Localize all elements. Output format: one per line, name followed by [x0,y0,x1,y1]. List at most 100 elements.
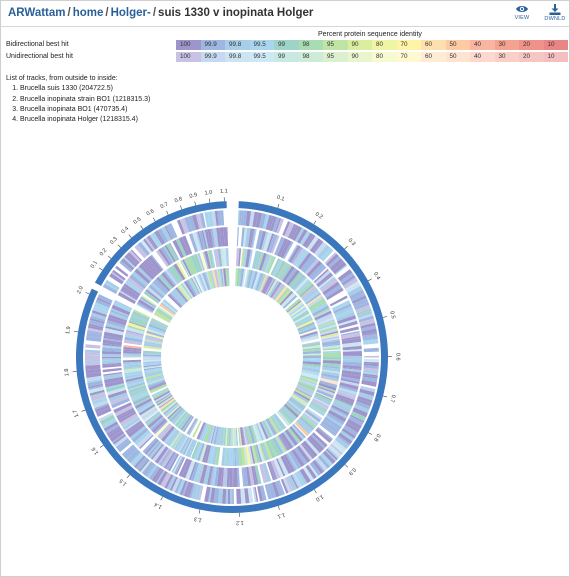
match-segment [133,395,151,405]
match-segment [301,368,320,372]
match-segment [329,258,344,272]
match-segment [102,358,122,361]
match-segment [277,288,290,304]
match-segment [149,442,163,459]
match-segment [245,426,252,445]
match-segment [338,318,357,327]
match-segment [123,367,143,374]
match-segment [161,450,174,468]
match-segment [124,373,143,379]
match-segment [302,355,321,359]
match-segment [143,365,162,370]
match-segment [90,392,107,402]
axis-tick-label: 1.4 [154,501,164,510]
view-button[interactable]: VIEW [508,4,536,21]
match-segment [325,253,339,267]
match-segment [202,272,211,291]
match-segment [137,299,155,311]
match-segment [152,280,168,295]
match-segment [254,272,262,291]
match-segment [151,317,169,327]
match-segment [184,216,193,233]
breadcrumb-home[interactable]: home [72,7,104,19]
match-segment [88,383,104,389]
match-segment [282,221,291,236]
match-segment [259,443,266,462]
axis-tick-label: 1.8 [64,368,71,376]
match-segment [137,241,150,256]
match-segment [123,363,142,366]
match-segment [211,269,218,288]
match-segment [262,214,270,230]
axis-tick-label: 0.4 [120,226,130,236]
match-segment [160,472,170,487]
match-segment [173,263,186,281]
match-segment [274,285,288,302]
match-segment [85,344,101,349]
match-segment [321,338,340,344]
match-segment [198,422,208,441]
match-segment [238,427,242,446]
match-segment [261,276,272,294]
match-segment [210,249,216,268]
match-segment [143,343,162,349]
download-button[interactable]: DWNLD [541,4,569,22]
match-segment [183,280,196,298]
match-segment [247,487,254,503]
match-segment [255,212,263,228]
match-segment [178,436,189,453]
match-segment [216,269,221,288]
match-segment [336,391,356,401]
match-segment [320,331,339,337]
match-segment [240,248,246,267]
match-segment [309,461,322,476]
match-segment [226,447,229,466]
match-segment [310,302,329,314]
match-segment [301,371,320,376]
match-segment [260,442,268,461]
match-segment [320,247,334,262]
match-segment [150,417,166,431]
match-segment [130,249,143,262]
match-segment [213,487,220,504]
breadcrumb-user[interactable]: ARWattam [8,7,66,19]
match-segment [334,264,348,276]
match-segment [284,429,298,446]
match-segment [123,339,143,346]
match-segment [321,420,340,434]
match-segment [148,324,167,333]
match-segment [145,332,164,340]
match-segment [291,474,300,489]
match-segment [144,411,161,425]
match-segment [271,481,280,498]
match-segment [268,461,276,480]
match-segment [187,418,199,436]
match-segment [143,360,162,364]
match-segment [157,395,174,408]
match-segment [198,213,204,229]
match-segment [304,258,319,274]
match-segment [258,274,267,292]
axis-tick-label: 0.6 [395,353,401,361]
match-segment [252,229,257,249]
breadcrumb-folder[interactable]: Holger- [110,7,151,19]
match-segment [245,249,252,268]
match-segment [261,253,270,272]
match-segment [204,445,212,464]
match-segment [345,282,361,294]
match-segment [283,431,296,448]
match-segment [112,269,126,281]
match-segment [295,388,312,398]
match-segment [158,275,172,291]
match-segment [160,246,174,265]
match-segment [181,459,192,479]
match-segment [161,400,178,414]
eye-icon [516,6,528,12]
match-segment [356,398,372,407]
match-segment [135,456,149,471]
match-segment [176,286,189,302]
match-segment [329,295,348,307]
match-segment [322,360,341,365]
match-segment [145,374,164,381]
match-segment [121,259,134,271]
